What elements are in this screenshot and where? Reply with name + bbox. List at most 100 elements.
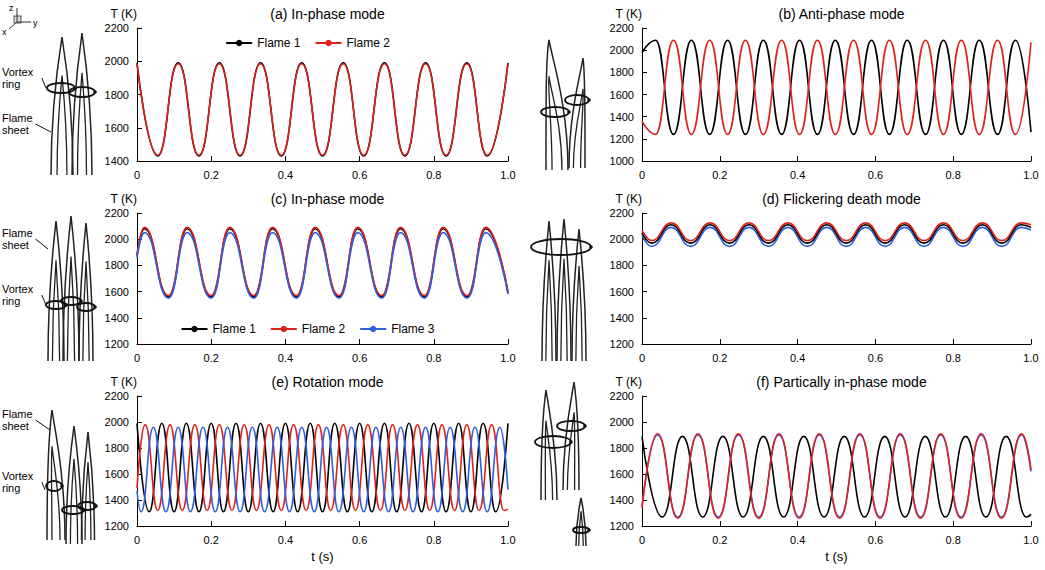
svg-text:2200: 2200 [610,207,634,219]
svg-text:0.8: 0.8 [426,169,441,181]
svg-text:(f) Partically in-phase mode: (f) Partically in-phase mode [756,374,927,390]
svg-text:0.6: 0.6 [352,352,367,364]
svg-text:(e) Rotation mode: (e) Rotation mode [271,374,383,390]
svg-text:2200: 2200 [105,390,129,402]
svg-text:1.0: 1.0 [500,352,515,364]
svg-text:t (s): t (s) [825,549,847,564]
svg-text:2000: 2000 [610,416,634,428]
svg-text:1200: 1200 [610,133,634,145]
svg-text:0.4: 0.4 [790,352,805,364]
svg-text:1200: 1200 [610,520,634,532]
svg-text:Flame 2: Flame 2 [302,322,346,336]
svg-text:1600: 1600 [105,468,129,480]
svg-text:1800: 1800 [610,66,634,78]
svg-text:y: y [33,18,38,28]
svg-text:1600: 1600 [105,286,129,298]
svg-text:0: 0 [639,352,645,364]
svg-text:1400: 1400 [610,312,634,324]
svg-text:Flame 2: Flame 2 [347,36,391,50]
svg-text:2000: 2000 [610,44,634,56]
svg-text:Flamesheet: Flamesheet [2,112,33,136]
svg-text:1600: 1600 [105,122,129,134]
svg-text:Flame 3: Flame 3 [391,322,435,336]
svg-text:1600: 1600 [610,468,634,480]
svg-text:1800: 1800 [610,259,634,271]
svg-text:1800: 1800 [105,89,129,101]
svg-text:0.2: 0.2 [712,169,727,181]
svg-text:1.0: 1.0 [1023,352,1038,364]
svg-text:0.8: 0.8 [426,534,441,546]
svg-text:T (K): T (K) [616,7,642,21]
svg-text:0.2: 0.2 [204,352,219,364]
svg-text:0.6: 0.6 [868,534,883,546]
svg-text:(d) Flickering death mode: (d) Flickering death mode [762,191,921,207]
svg-text:1800: 1800 [105,442,129,454]
svg-text:(c) In-phase mode: (c) In-phase mode [271,191,385,207]
svg-text:1200: 1200 [610,338,634,350]
svg-text:0.2: 0.2 [204,169,219,181]
svg-text:1200: 1200 [105,520,129,532]
svg-text:1.0: 1.0 [1023,534,1038,546]
svg-text:0.4: 0.4 [278,352,293,364]
svg-text:0.2: 0.2 [712,534,727,546]
svg-text:1.0: 1.0 [1023,169,1038,181]
svg-text:T (K): T (K) [111,7,137,21]
svg-text:2000: 2000 [610,233,634,245]
svg-text:Flame 1: Flame 1 [257,36,301,50]
svg-text:t (s): t (s) [311,549,333,564]
svg-text:0: 0 [134,352,140,364]
svg-text:0.2: 0.2 [712,352,727,364]
svg-text:(b) Anti-phase mode: (b) Anti-phase mode [778,6,904,22]
svg-text:0: 0 [639,169,645,181]
svg-text:0.4: 0.4 [790,169,805,181]
svg-text:1400: 1400 [105,494,129,506]
svg-text:Flamesheet: Flamesheet [2,408,33,432]
svg-text:T (K): T (K) [616,192,642,206]
svg-text:0.6: 0.6 [868,352,883,364]
svg-text:1800: 1800 [610,442,634,454]
svg-text:Vortexring: Vortexring [2,470,34,494]
svg-text:0.6: 0.6 [352,534,367,546]
svg-text:2200: 2200 [105,207,129,219]
svg-text:0.4: 0.4 [278,169,293,181]
svg-text:0.8: 0.8 [946,534,961,546]
svg-text:T (K): T (K) [111,192,137,206]
svg-text:1400: 1400 [105,155,129,167]
svg-text:Vortexring: Vortexring [2,283,34,307]
svg-text:Flamesheet: Flamesheet [2,227,33,251]
svg-text:Vortexring: Vortexring [2,66,34,90]
svg-text:1200: 1200 [105,338,129,350]
svg-text:1600: 1600 [610,286,634,298]
svg-text:1000: 1000 [610,155,634,167]
svg-text:1400: 1400 [105,312,129,324]
svg-text:1.0: 1.0 [500,169,515,181]
svg-text:2000: 2000 [105,233,129,245]
svg-text:T (K): T (K) [616,375,642,389]
svg-text:0.8: 0.8 [946,352,961,364]
svg-text:1400: 1400 [610,494,634,506]
svg-text:(a) In-phase mode: (a) In-phase mode [270,6,385,22]
svg-text:0.4: 0.4 [278,534,293,546]
svg-text:2200: 2200 [105,22,129,34]
svg-text:x: x [2,27,7,37]
svg-text:1800: 1800 [105,259,129,271]
svg-text:0.6: 0.6 [352,169,367,181]
svg-text:0.8: 0.8 [946,169,961,181]
svg-text:0.2: 0.2 [204,534,219,546]
svg-text:0: 0 [134,534,140,546]
svg-text:Flame 1: Flame 1 [212,322,256,336]
svg-text:2200: 2200 [610,22,634,34]
svg-text:1.0: 1.0 [500,534,515,546]
svg-text:0.8: 0.8 [426,352,441,364]
svg-text:0: 0 [639,534,645,546]
svg-text:z: z [9,3,14,13]
svg-text:1400: 1400 [610,111,634,123]
svg-text:T (K): T (K) [111,375,137,389]
svg-text:0: 0 [134,169,140,181]
svg-text:1600: 1600 [610,89,634,101]
svg-text:2000: 2000 [105,416,129,428]
svg-text:2000: 2000 [105,55,129,67]
svg-text:2200: 2200 [610,390,634,402]
svg-text:0.4: 0.4 [790,534,805,546]
svg-text:0.6: 0.6 [868,169,883,181]
